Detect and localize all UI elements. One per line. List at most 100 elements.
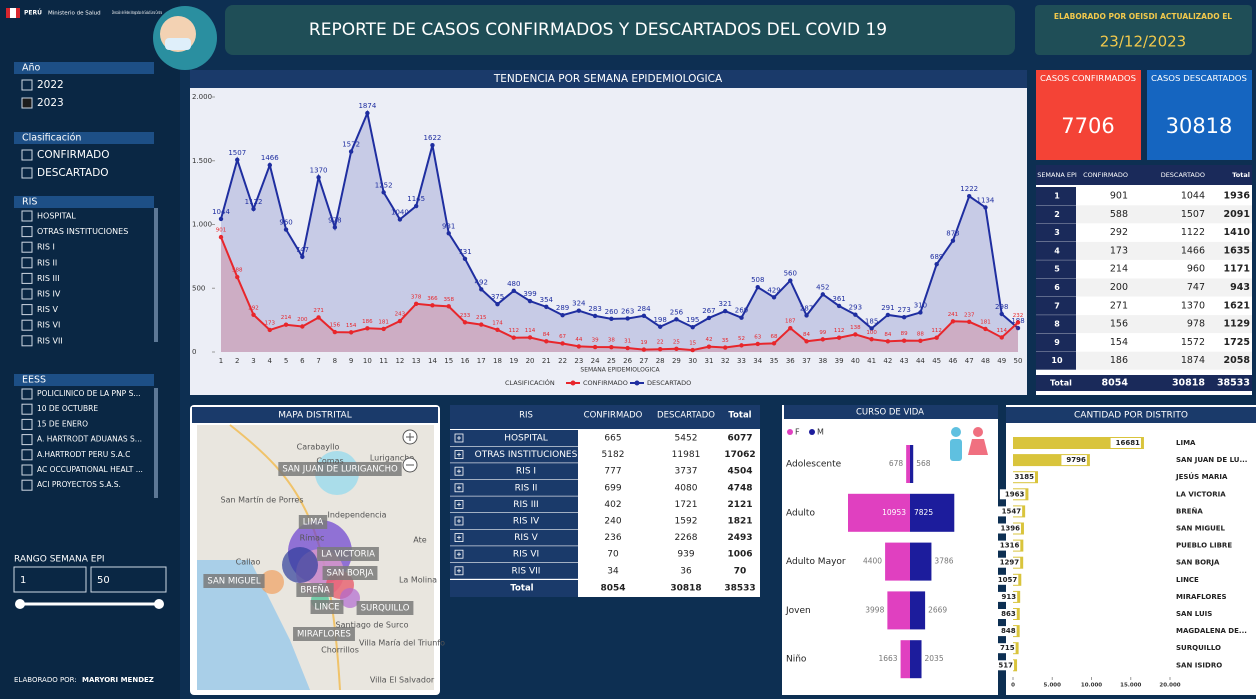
map-label: BREÑA (300, 585, 329, 596)
icon-female-body (968, 439, 988, 455)
range-handle[interactable] (15, 599, 25, 609)
checkbox[interactable] (21, 97, 33, 109)
data-label: 1963 (1005, 490, 1025, 498)
data-label: 298 (995, 303, 1008, 311)
range-to[interactable]: 50 (97, 575, 110, 586)
expand-button[interactable] (454, 450, 464, 460)
range-input[interactable] (90, 566, 167, 593)
slicer-option[interactable]: 2023 (37, 97, 64, 109)
icon-female-head (973, 427, 983, 437)
slicer-option[interactable]: RIS I (37, 243, 55, 252)
category-label: Niño (786, 655, 807, 665)
point (446, 231, 451, 236)
data-label: 429 (767, 286, 780, 294)
expand-icon (457, 485, 461, 490)
slicer-option[interactable]: RIS VI (37, 321, 60, 330)
checkbox[interactable] (21, 388, 33, 400)
expand-button[interactable] (454, 533, 464, 542)
slicer-option[interactable]: AC OCCUPATIONAL HEALT ... (37, 465, 143, 474)
table-cell: 1621 (1224, 300, 1250, 311)
chart-title-bar (190, 70, 1027, 88)
table-row (1076, 223, 1252, 242)
expand-icon (457, 519, 461, 523)
expand-button[interactable] (454, 516, 464, 526)
slicer-option[interactable]: A.HARTRODT PERU S.A.C (37, 450, 130, 459)
slicer-option[interactable]: ACI PROYECTOS S.A.S. (37, 480, 121, 489)
data-label: 293 (849, 304, 862, 312)
slicer-option[interactable]: 2022 (37, 79, 64, 91)
data-label: 366 (427, 296, 438, 302)
slicer-option[interactable]: 10 DE OCTUBRE (37, 404, 98, 413)
checkbox[interactable] (21, 449, 33, 461)
slicer-option[interactable]: 15 DE ENERO (37, 419, 88, 428)
x-tick-label: 3 (251, 357, 255, 365)
slicer-option[interactable]: A. HARTRODT ADUANAS S... (37, 435, 142, 444)
checkbox[interactable] (21, 464, 33, 476)
bar (910, 591, 926, 630)
table-cell: 960 (1187, 264, 1205, 275)
range-input[interactable] (13, 566, 87, 593)
checkbox[interactable] (21, 418, 33, 430)
data-label: 292 (248, 305, 259, 311)
slicer-option[interactable]: DESCARTADO (37, 167, 109, 179)
checkbox[interactable] (21, 434, 33, 446)
data-label: 154 (346, 323, 357, 329)
slicer-option[interactable]: CONFIRMADO (37, 149, 109, 161)
expand-icon (457, 452, 461, 457)
expand-button[interactable] (454, 549, 464, 559)
checkbox[interactable] (21, 79, 33, 91)
slicer-option[interactable]: RIS V (37, 305, 59, 314)
table-cell: 2058 (1224, 355, 1251, 366)
checkbox[interactable] (21, 257, 33, 269)
checkbox[interactable] (21, 403, 33, 415)
point (706, 344, 712, 349)
bar (1013, 659, 1018, 672)
checkbox[interactable] (21, 241, 33, 253)
slicer-option[interactable]: RIS III (37, 274, 60, 283)
slicer-option[interactable]: POLICLINICO DE LA PNP S... (37, 389, 141, 398)
checkbox[interactable] (21, 288, 33, 300)
checkbox[interactable] (21, 319, 33, 331)
checkbox[interactable] (21, 167, 33, 179)
category-label: SAN LUIS (1176, 610, 1212, 618)
data-label: 271 (313, 308, 324, 314)
range-handle[interactable] (154, 599, 164, 609)
slicer-option[interactable]: HOSPITAL (37, 212, 76, 221)
expand-button[interactable] (454, 499, 464, 509)
x-tick-label: 36 (786, 357, 795, 365)
table-row (1076, 241, 1252, 260)
slicer-header (14, 132, 154, 144)
checkbox[interactable] (21, 210, 33, 222)
slicer-option[interactable]: OTRAS INSTITUCIONES (37, 227, 128, 236)
expand-button[interactable] (454, 483, 464, 493)
checkbox[interactable] (21, 226, 33, 238)
x-tick-label: 20 (526, 357, 535, 365)
data-label: 84 (803, 332, 810, 338)
point (950, 319, 956, 324)
checkbox[interactable] (21, 272, 33, 284)
checkbox[interactable] (21, 335, 33, 347)
table-cell: 1466 (1181, 245, 1205, 256)
slicer-option[interactable]: RIS IV (37, 290, 61, 299)
point (967, 319, 972, 324)
table-cell: 1635 (1224, 245, 1250, 256)
x-tick-label: 34 (753, 357, 762, 365)
expand-button[interactable] (454, 466, 464, 476)
slicer-option[interactable]: RIS VII (37, 336, 63, 345)
point (674, 317, 679, 322)
chart-title-bar (784, 405, 998, 419)
expand-button[interactable] (454, 566, 464, 576)
data-label: 287 (800, 304, 813, 312)
slicer-option[interactable]: RIS II (37, 258, 57, 267)
point (999, 311, 1004, 317)
data-label: 263 (621, 307, 634, 315)
point (332, 329, 338, 335)
checkbox[interactable] (21, 149, 33, 161)
checkbox[interactable] (21, 304, 33, 316)
data-label: 1622 (424, 134, 442, 142)
x-tick-label: 26 (623, 357, 632, 365)
checkbox[interactable] (21, 479, 33, 491)
range-from[interactable]: 1 (20, 575, 26, 586)
expand-button[interactable] (454, 433, 464, 443)
map-bubble (340, 588, 360, 608)
